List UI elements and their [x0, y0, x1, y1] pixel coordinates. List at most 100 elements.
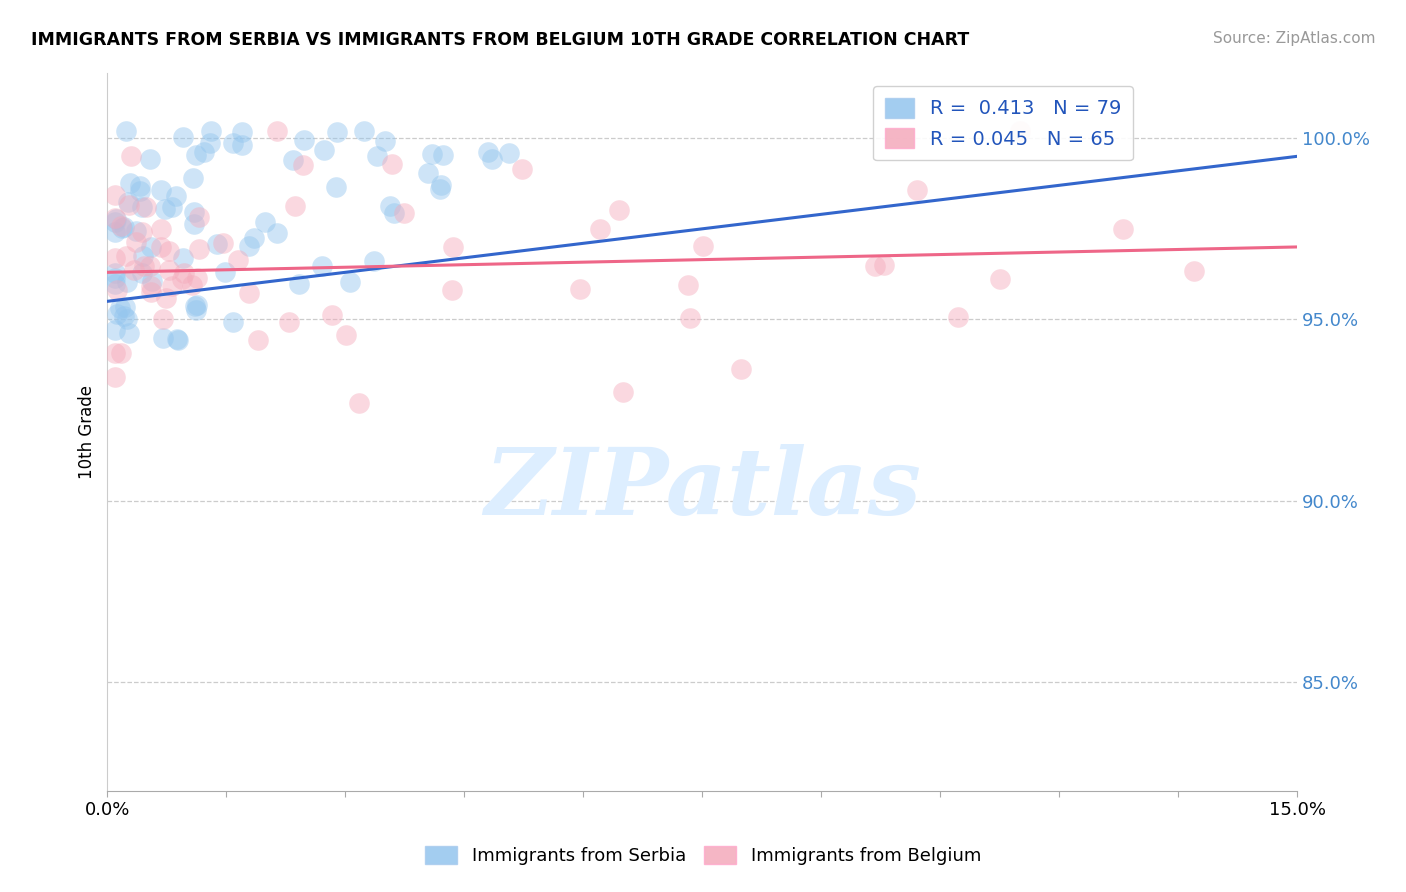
Point: [568, 283, 591, 297]
Point: [231, 138, 253, 153]
Point: [429, 181, 451, 195]
Point: [157, 244, 180, 259]
Point: [105, 307, 128, 321]
Point: [281, 153, 304, 167]
Point: [284, 199, 307, 213]
Point: [139, 240, 162, 254]
Point: [238, 239, 260, 253]
Point: [382, 206, 405, 220]
Point: [288, 277, 311, 291]
Point: [112, 220, 135, 235]
Point: [292, 133, 315, 147]
Point: [238, 285, 260, 300]
Point: [157, 262, 180, 277]
Point: [170, 272, 193, 286]
Point: [139, 153, 162, 167]
Point: [165, 189, 187, 203]
Point: [120, 149, 142, 163]
Point: [380, 199, 402, 213]
Point: [105, 212, 128, 227]
Point: [353, 124, 375, 138]
Legend: R =  0.413   N = 79, R = 0.045   N = 65: R = 0.413 N = 79, R = 0.045 N = 65: [873, 87, 1133, 161]
Point: [150, 221, 173, 235]
Point: [326, 125, 349, 139]
Point: [863, 259, 886, 273]
Point: [200, 136, 222, 150]
Point: [430, 178, 453, 192]
Point: [115, 275, 138, 289]
Point: [183, 205, 205, 219]
Point: [114, 300, 136, 314]
Y-axis label: 10th Grade: 10th Grade: [79, 384, 96, 479]
Point: [679, 310, 702, 325]
Point: [104, 188, 127, 202]
Point: [205, 237, 228, 252]
Point: [905, 183, 928, 197]
Point: [173, 267, 195, 281]
Point: [149, 239, 172, 253]
Point: [181, 278, 204, 293]
Point: [166, 332, 188, 346]
Point: [114, 249, 136, 263]
Point: [186, 271, 208, 285]
Point: [311, 259, 333, 273]
Point: [138, 259, 160, 273]
Point: [111, 220, 134, 235]
Point: [105, 283, 128, 297]
Point: [381, 157, 404, 171]
Point: [609, 202, 631, 217]
Point: [214, 265, 236, 279]
Point: [129, 178, 152, 193]
Point: [188, 210, 211, 224]
Point: [730, 362, 752, 376]
Point: [212, 235, 235, 250]
Point: [139, 278, 162, 293]
Text: ZIPatlas: ZIPatlas: [484, 444, 921, 534]
Point: [104, 267, 127, 281]
Point: [347, 396, 370, 410]
Legend: Immigrants from Serbia, Immigrants from Belgium: Immigrants from Serbia, Immigrants from …: [418, 838, 988, 872]
Point: [184, 300, 207, 314]
Point: [125, 224, 148, 238]
Point: [104, 346, 127, 360]
Point: [510, 161, 533, 176]
Point: [231, 125, 253, 139]
Point: [277, 315, 299, 329]
Point: [141, 274, 163, 288]
Point: [104, 323, 127, 337]
Point: [183, 217, 205, 231]
Point: [167, 334, 190, 348]
Point: [292, 158, 315, 172]
Point: [253, 215, 276, 229]
Point: [246, 333, 269, 347]
Point: [325, 180, 347, 194]
Text: IMMIGRANTS FROM SERBIA VS IMMIGRANTS FROM BELGIUM 10TH GRADE CORRELATION CHART: IMMIGRANTS FROM SERBIA VS IMMIGRANTS FRO…: [31, 31, 969, 49]
Point: [226, 252, 249, 267]
Point: [104, 251, 127, 265]
Point: [184, 147, 207, 161]
Point: [162, 200, 184, 214]
Point: [117, 326, 139, 341]
Point: [152, 331, 174, 345]
Point: [873, 258, 896, 272]
Point: [200, 124, 222, 138]
Point: [692, 239, 714, 253]
Point: [266, 226, 288, 240]
Point: [314, 144, 336, 158]
Point: [132, 259, 155, 273]
Point: [104, 271, 127, 285]
Point: [150, 183, 173, 197]
Point: [477, 145, 499, 160]
Point: [108, 301, 131, 316]
Point: [188, 243, 211, 257]
Point: [374, 135, 396, 149]
Point: [321, 308, 343, 322]
Point: [104, 225, 127, 239]
Point: [432, 148, 454, 162]
Point: [104, 211, 127, 225]
Point: [122, 262, 145, 277]
Point: [104, 214, 127, 228]
Point: [139, 285, 162, 299]
Point: [124, 235, 146, 250]
Point: [678, 278, 700, 293]
